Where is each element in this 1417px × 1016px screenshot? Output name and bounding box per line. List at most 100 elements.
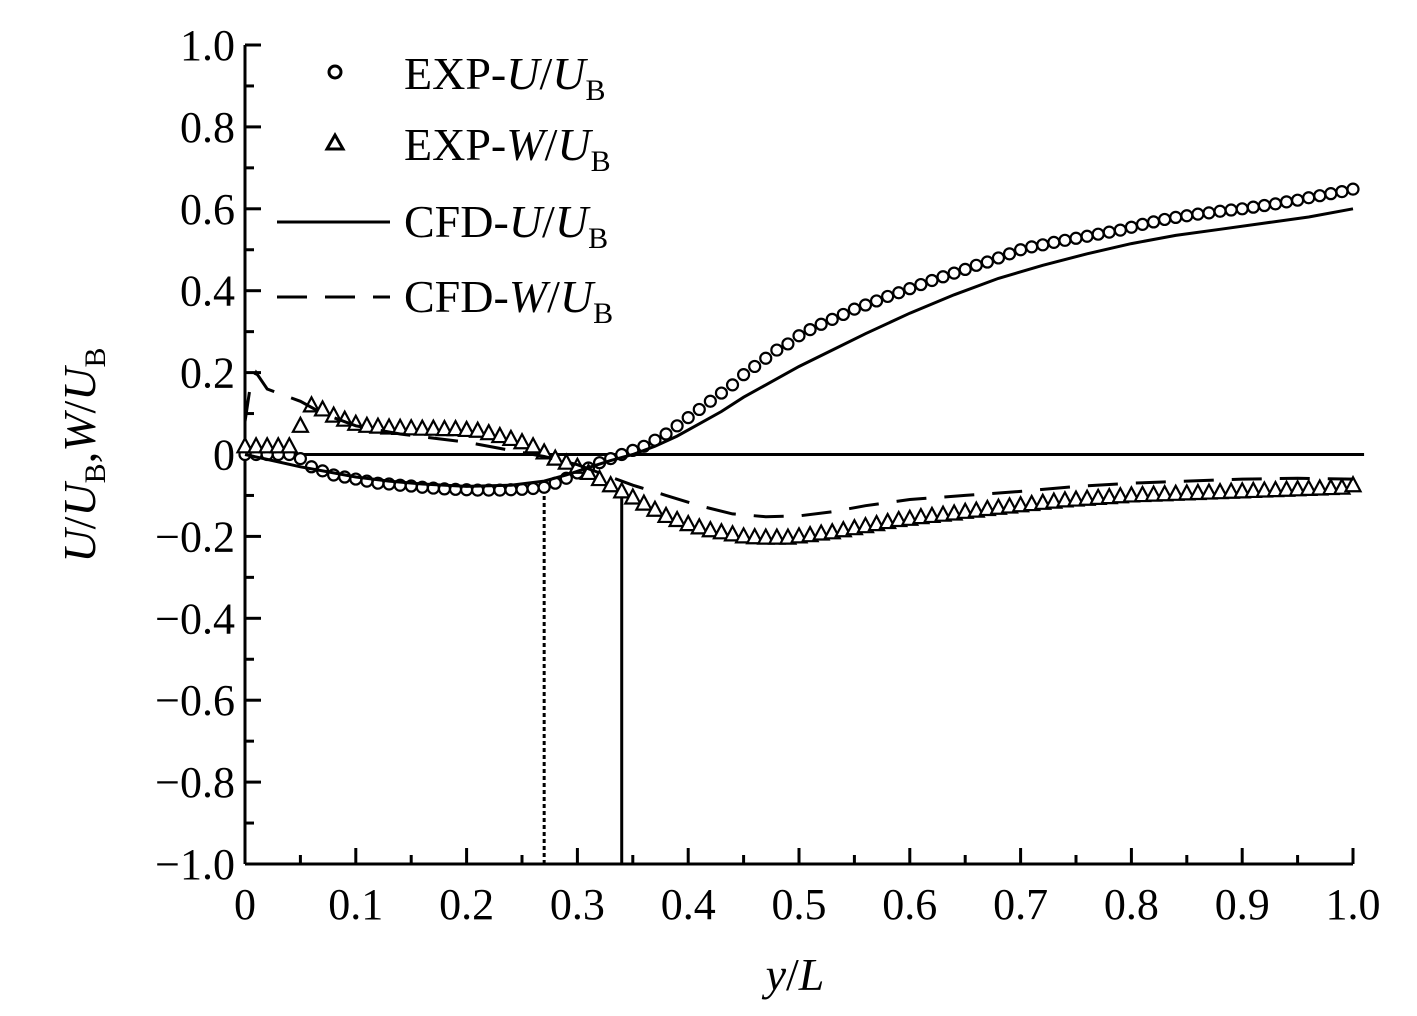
data-point-triangle: [412, 418, 432, 436]
legend-var: W: [509, 271, 551, 322]
data-point-circle: [1025, 240, 1039, 254]
y-axis-ub1-sub: B: [79, 463, 112, 483]
data-point-triangle: [1066, 489, 1086, 507]
y-axis-u: U: [54, 527, 105, 563]
series-cfd-u-ub: [244, 207, 1354, 488]
legend-denom: U: [557, 119, 593, 170]
x-tick-label: 0.3: [550, 880, 605, 929]
data-point-circle: [1202, 206, 1216, 220]
y-axis-title: U/UB,W/UB: [54, 347, 112, 562]
data-point-triangle: [767, 527, 787, 545]
data-point-triangle: [468, 420, 488, 438]
legend-entry: EXP-W/UB: [324, 119, 611, 178]
data-point-circle: [1013, 243, 1028, 257]
data-point-triangle: [313, 399, 332, 417]
data-point-circle: [925, 273, 939, 288]
y-axis-ub2-sub: B: [79, 347, 112, 367]
data-point-triangle: [556, 452, 576, 470]
legend-label: CFD-W/UB: [404, 271, 613, 330]
data-point-triangle: [667, 509, 687, 528]
data-point-triangle: [623, 487, 643, 505]
x-tick-label: 0.5: [772, 880, 827, 929]
data-point-circle: [869, 294, 884, 308]
data-point-triangle: [279, 435, 299, 454]
data-point-circle: [1302, 191, 1316, 205]
x-tick-label: 0.7: [993, 880, 1048, 929]
data-point-circle: [759, 351, 773, 365]
data-point-triangle: [1177, 483, 1197, 501]
data-point-triangle: [1133, 484, 1152, 503]
data-point-circle: [1257, 198, 1271, 213]
data-point-circle: [725, 378, 740, 392]
data-point-circle: [736, 368, 751, 382]
legend-slash: /: [545, 119, 558, 170]
data-point-triangle: [634, 493, 654, 511]
data-point-triangle: [501, 428, 521, 447]
data-point-triangle: [1088, 487, 1108, 506]
x-tick-label: 0.1: [328, 880, 383, 929]
data-point-circle: [714, 386, 729, 400]
data-point-triangle: [1077, 488, 1097, 506]
data-point-triangle: [357, 415, 377, 433]
data-point-triangle: [601, 474, 620, 493]
data-point-circle: [1146, 215, 1161, 229]
legend-denom: U: [560, 271, 596, 322]
data-point-triangle: [401, 417, 421, 436]
y-tick-label: −0.6: [155, 676, 235, 725]
data-point-circle: [825, 312, 839, 326]
data-point-triangle: [1288, 478, 1307, 497]
y-tick-label: 0.4: [180, 267, 235, 316]
x-tick-label: 0.6: [882, 880, 937, 929]
y-tick-label: −0.8: [155, 758, 235, 807]
data-point-circle: [670, 419, 684, 433]
legend-marker-circle: [327, 64, 343, 80]
data-point-circle: [1169, 210, 1183, 224]
x-tick-label: 0.4: [661, 880, 716, 929]
axes: 1.00.80.60.40.20−0.2−0.4−0.6−0.8−1.00 0.1…: [155, 21, 1380, 929]
x-axis-denom: L: [798, 949, 825, 1000]
y-tick-label: 0.6: [180, 185, 235, 234]
data-point-circle: [1058, 233, 1072, 247]
data-point-circle: [881, 289, 895, 304]
data-point-triangle: [678, 513, 698, 532]
data-point-circle: [947, 266, 961, 280]
data-point-triangle: [268, 435, 288, 454]
data-point-circle: [1158, 212, 1172, 227]
data-point-triangle: [712, 521, 731, 540]
data-point-triangle: [1243, 480, 1263, 499]
data-point-triangle: [579, 462, 598, 481]
data-point-circle: [1069, 231, 1083, 245]
series-line: [244, 207, 1354, 488]
data-point-circle: [537, 480, 551, 494]
x-tick-label: 0.2: [439, 880, 494, 929]
y-tick-label: 1.0: [180, 21, 235, 70]
data-point-triangle: [1188, 482, 1208, 501]
legend-label: EXP-U/UB: [404, 48, 606, 107]
data-point-circle: [1268, 197, 1283, 211]
data-point-circle: [1047, 235, 1061, 249]
series-line: [243, 369, 1354, 519]
y-tick-label: −0.2: [155, 512, 235, 561]
y-axis-slash1: /: [54, 516, 105, 529]
legend-slash: /: [542, 196, 555, 247]
y-axis-w: W: [54, 410, 105, 452]
legend-slash: /: [547, 271, 560, 322]
data-point-circle: [692, 402, 706, 417]
data-point-circle: [936, 270, 950, 284]
series-cfd-w-ub: [243, 369, 1354, 519]
data-point-triangle: [523, 435, 543, 454]
data-point-circle: [980, 255, 994, 269]
data-point-triangle: [1221, 481, 1241, 499]
x-axis-var: y: [762, 949, 787, 1000]
legend-prefix: CFD-: [404, 271, 509, 322]
data-point-triangle: [1255, 480, 1274, 498]
data-point-circle: [1346, 182, 1360, 196]
data-point-triangle: [1321, 477, 1341, 496]
data-point-circle: [858, 298, 873, 312]
data-point-circle: [914, 277, 928, 292]
data-point-circle: [836, 307, 850, 322]
reference-lines: [245, 453, 1365, 864]
data-point-triangle: [656, 505, 676, 524]
data-point-circle: [1324, 187, 1338, 201]
